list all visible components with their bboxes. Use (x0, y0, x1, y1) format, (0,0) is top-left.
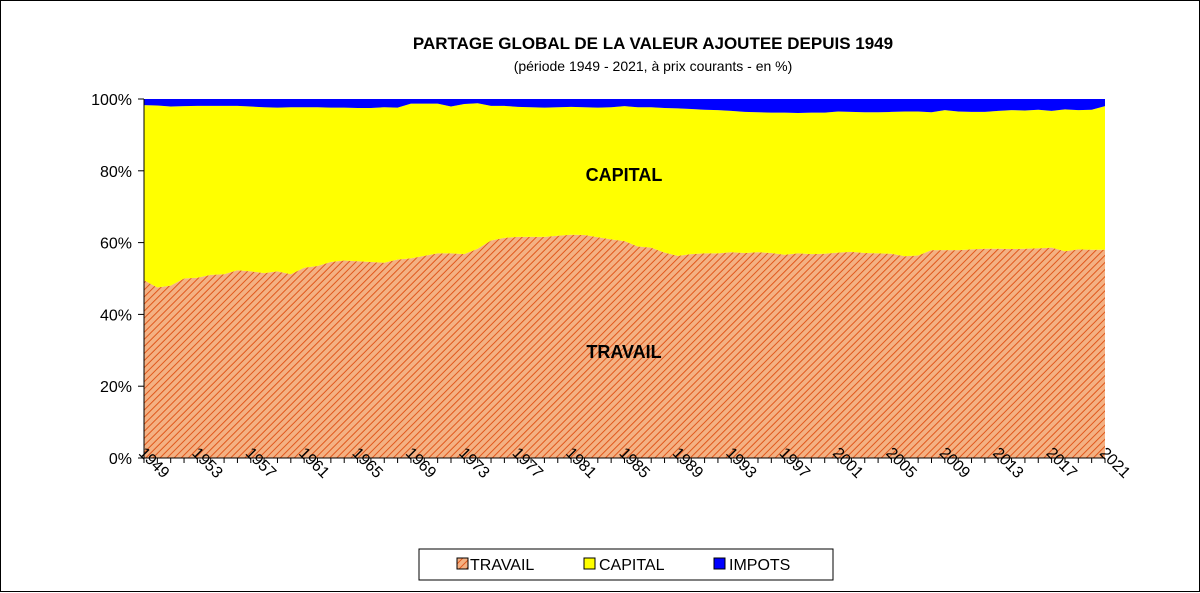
legend-label-capital: CAPITAL (599, 557, 665, 574)
y-tick-label: 0% (109, 451, 132, 468)
legend-swatch-travail (456, 557, 469, 570)
legend-label-travail: TRAVAIL (470, 557, 534, 574)
legend: TRAVAIL CAPITAL IMPOTS (418, 548, 834, 581)
legend-label-impots: IMPOTS (729, 557, 790, 574)
x-tick-label: 2021 (1096, 445, 1133, 482)
plot-areas (144, 99, 1105, 458)
legend-swatch-capital (583, 557, 596, 570)
chart-subtitle: (période 1949 - 2021, à prix courants - … (514, 58, 793, 74)
chart-title: PARTAGE GLOBAL DE LA VALEUR AJOUTEE DEPU… (413, 34, 893, 53)
y-tick-label: 100% (91, 92, 132, 109)
y-tick-label: 20% (100, 379, 132, 396)
y-tick-label: 80% (100, 164, 132, 181)
legend-swatch-impots (713, 557, 726, 570)
area-capital (144, 103, 1105, 288)
travail-area-label: TRAVAIL (586, 342, 661, 362)
y-tick-label: 40% (100, 307, 132, 324)
capital-area-label: CAPITAL (586, 165, 663, 185)
area-travail (144, 234, 1105, 458)
legend-box (418, 548, 834, 581)
y-axis: 0% 20% 40% 60% 80% 100% (91, 92, 145, 468)
y-tick-label: 60% (100, 236, 132, 253)
area-impots (144, 99, 1105, 113)
